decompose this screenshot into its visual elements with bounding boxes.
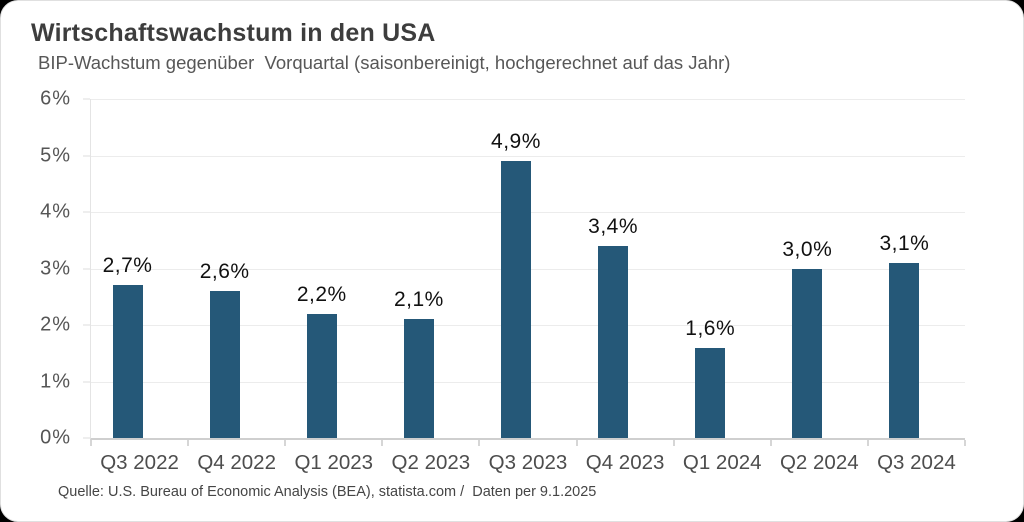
bar-value-label: 1,6%: [685, 316, 736, 340]
y-tick-label: 6%: [40, 87, 71, 110]
bar-slot: 1,6% Q1 2024: [672, 99, 771, 474]
y-axis-tick: [83, 324, 90, 326]
bar-slot: 2,1% Q2 2023: [381, 99, 479, 474]
chart-subtitle: BIP-Wachstum gegenüber Vorquartal (saiso…: [38, 52, 731, 73]
y-tick-label: 2%: [40, 313, 71, 336]
bar-value-label: 3,1%: [879, 231, 930, 255]
y-axis-tick: [83, 211, 90, 213]
bar: [792, 268, 823, 438]
y-axis: 0% 1% 2% 3% 4% 5% 6%: [1, 88, 90, 449]
bar-value-label: 2,2%: [296, 282, 347, 306]
y-axis-tick: [83, 381, 90, 382]
bar: [306, 313, 337, 438]
x-tick-label: Q1 2024: [682, 451, 762, 474]
y-axis-tick: [83, 268, 90, 269]
y-tick-label: 5%: [40, 144, 71, 166]
bar-slot: 4,9% Q3 2023: [478, 99, 576, 474]
y-tick-label: 1%: [40, 370, 71, 392]
bar-value-label: 4,9%: [491, 130, 541, 154]
bar-slot: 2,7% Q3 2022: [89, 99, 188, 474]
x-tick-label: Q1 2023: [294, 451, 374, 474]
bar-slot: 3,4% Q4 2023: [575, 99, 674, 474]
bar-slot: 2,6% Q4 2022: [187, 99, 285, 474]
y-tick-label: 3%: [40, 257, 71, 279]
bar: [598, 245, 629, 438]
y-axis-tick: [83, 437, 90, 439]
gridline: [91, 155, 965, 157]
y-tick-label: 4%: [40, 200, 71, 223]
x-tick-label: Q4 2023: [585, 451, 665, 474]
plot-area: 2,7% Q3 2022 2,6% Q4 2022 2,2% Q1 2023 2,1% Q2 …: [89, 99, 966, 474]
bar-value-label: 3,4%: [588, 214, 639, 238]
x-tick-label: Q2 2024: [779, 451, 859, 474]
bar-slot: 3,0% Q2 2024: [769, 99, 868, 474]
bar: [500, 161, 531, 438]
gridline: [91, 99, 965, 100]
bar: [695, 347, 726, 438]
y-axis-tick: [83, 98, 90, 100]
bar: [209, 291, 240, 438]
bar: [889, 262, 920, 438]
bar-value-label: 2,7%: [102, 254, 153, 278]
bar-slot: 3,1% Q3 2024: [866, 99, 965, 474]
bar: [403, 319, 434, 438]
x-tick-label: Q3 2024: [877, 451, 956, 474]
bar-value-label: 2,6%: [199, 260, 250, 284]
x-tick-label: Q3 2022: [100, 451, 179, 474]
bar-value-label: 3,0%: [782, 237, 833, 261]
bar-slot: 2,2% Q1 2023: [284, 99, 382, 474]
x-tick-label: Q2 2023: [391, 451, 471, 474]
bar: [112, 285, 143, 438]
y-axis-tick: [83, 155, 90, 156]
bar-value-label: 2,1%: [393, 288, 444, 312]
chart-title: Wirtschaftswachstum in den USA: [31, 19, 436, 47]
source-note: Quelle: U.S. Bureau of Economic Analysis…: [58, 484, 597, 500]
x-tick-label: Q4 2022: [197, 451, 276, 474]
x-tick-label: Q3 2023: [488, 451, 568, 474]
y-tick-label: 0%: [40, 426, 71, 449]
